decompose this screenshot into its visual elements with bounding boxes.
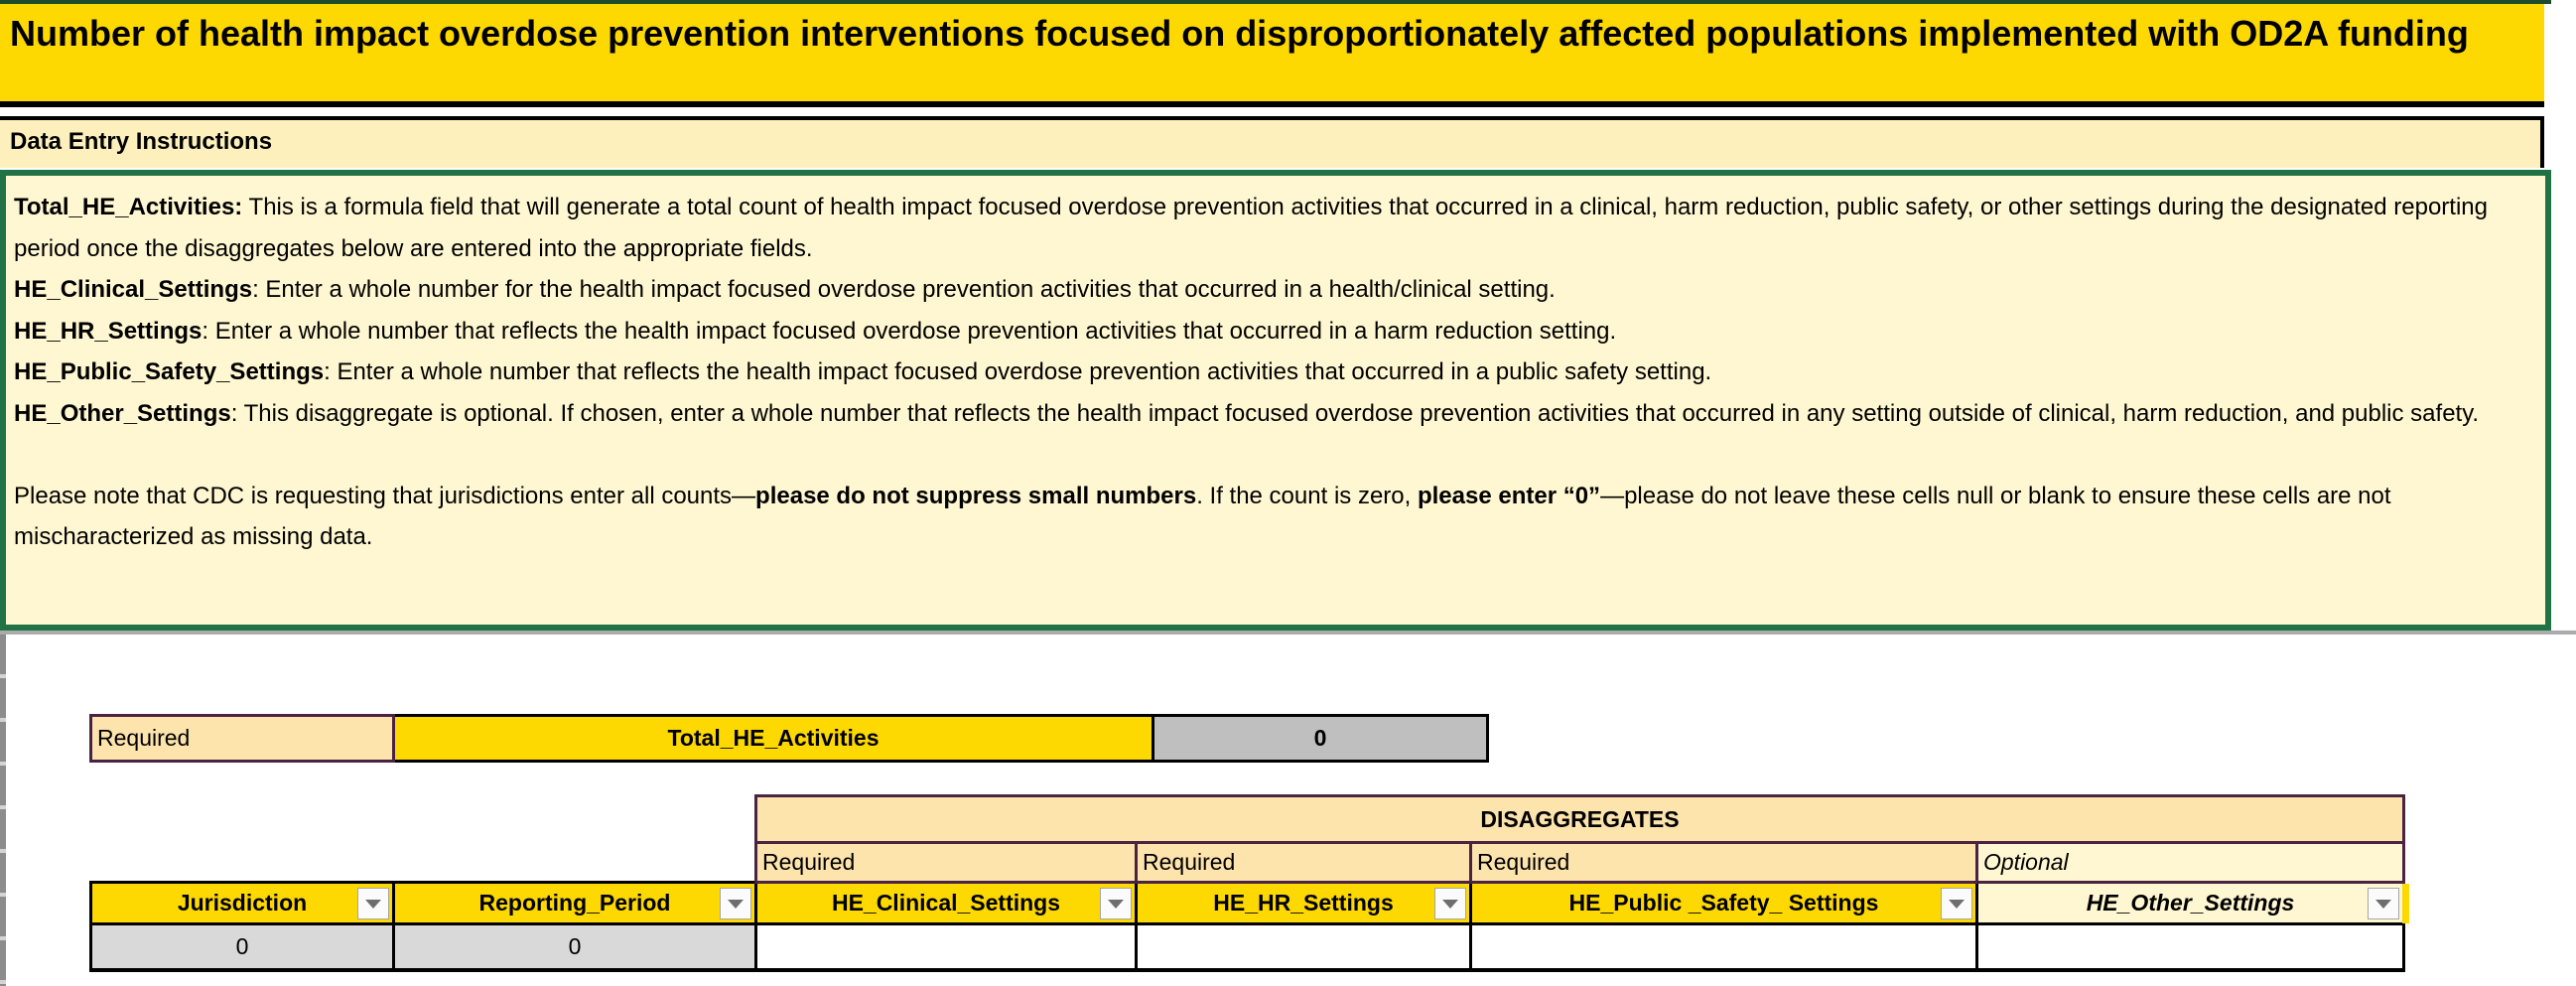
total-he-activities-value[interactable]: 0 xyxy=(1152,714,1489,763)
filter-dropdown-button[interactable] xyxy=(720,888,751,919)
chevron-down-icon xyxy=(1108,899,1124,909)
chevron-down-icon xyxy=(2375,899,2391,909)
note-segment-bold: please do not suppress small numbers xyxy=(755,482,1197,509)
requirement-label-hr: Required xyxy=(1135,841,1472,884)
field-description: : This disaggregate is optional. If chos… xyxy=(230,399,2480,427)
instruction-field-definition: HE_Other_Settings: This disaggregate is … xyxy=(14,393,2533,435)
chevron-down-icon xyxy=(1442,899,1458,909)
column-header-label: HE_Clinical_Settings xyxy=(831,890,1061,916)
filter-dropdown-button[interactable] xyxy=(1434,888,1466,919)
field-description: : Enter a whole number that reflects the… xyxy=(324,358,1712,385)
disaggregates-header-row: DISAGGREGATES xyxy=(91,794,2405,844)
column-header-label: HE_Other_Settings xyxy=(2086,890,2295,916)
empty-cell xyxy=(394,796,756,843)
requirement-label-public-safety: Required xyxy=(1469,841,1978,884)
data-entry-table: DISAGGREGATES Required Required Required… xyxy=(89,794,2405,972)
column-header-he-other-settings: HE_Other_Settings xyxy=(1975,881,2405,925)
field-description: : Enter a whole number for the health im… xyxy=(252,276,1556,303)
cell-he-other-settings[interactable] xyxy=(1975,922,2405,972)
chevron-down-icon xyxy=(728,899,744,909)
cell-he-hr-settings[interactable] xyxy=(1135,922,1472,972)
sheet-top-border xyxy=(0,0,2551,4)
cell-reporting-period[interactable]: 0 xyxy=(392,922,757,972)
field-name: HE_Other_Settings xyxy=(14,399,231,427)
instruction-field-definition: Total_HE_Activities: This is a formula f… xyxy=(14,187,2533,269)
column-header-he-clinical-settings: HE_Clinical_Settings xyxy=(754,881,1138,925)
column-header-jurisdiction: Jurisdiction xyxy=(89,881,395,925)
row-header-strip xyxy=(0,634,6,986)
filter-dropdown-button[interactable] xyxy=(1100,888,1132,919)
field-name: Total_HE_Activities: xyxy=(14,194,243,220)
total-summary-row: Required Total_HE_Activities 0 xyxy=(89,714,1489,763)
field-name: HE_Clinical_Settings xyxy=(14,276,253,303)
column-header-label: Jurisdiction xyxy=(177,890,308,916)
requirement-label-clinical: Required xyxy=(754,841,1138,884)
field-description: This is a formula field that will genera… xyxy=(14,194,2488,262)
field-name: HE_Public_Safety_Settings xyxy=(14,358,325,385)
required-badge: Required xyxy=(89,714,395,763)
data-entry-row: 0 0 xyxy=(89,922,2405,972)
filter-dropdown-button[interactable] xyxy=(1941,888,1972,919)
blank-line xyxy=(14,434,2533,476)
requirement-label-other: Optional xyxy=(1975,841,2405,884)
instruction-field-definition: HE_HR_Settings: Enter a whole number tha… xyxy=(14,311,2533,352)
note-segment: —please do not leave these cells null or… xyxy=(14,482,2391,551)
requirement-row: Required Required Required Optional xyxy=(91,841,2405,884)
disaggregates-header: DISAGGREGATES xyxy=(754,794,2405,844)
filter-dropdown-button[interactable] xyxy=(2368,888,2399,919)
header-row-right-sliver xyxy=(2402,884,2409,923)
cell-jurisdiction[interactable]: 0 xyxy=(89,922,395,972)
instructions-box: Total_HE_Activities: This is a formula f… xyxy=(0,170,2551,631)
instruction-field-definition: HE_Public_Safety_Settings: Enter a whole… xyxy=(14,352,2533,393)
empty-cell xyxy=(91,796,394,843)
empty-cell xyxy=(394,843,756,883)
instruction-field-definition: HE_Clinical_Settings: Enter a whole numb… xyxy=(14,269,2533,311)
cell-he-clinical-settings[interactable] xyxy=(754,922,1138,972)
column-header-he-hr-settings: HE_HR_Settings xyxy=(1135,881,1472,925)
column-header-label: HE_Public _Safety_ Settings xyxy=(1568,890,1879,916)
column-header-he-public-safety-settings: HE_Public _Safety_ Settings xyxy=(1469,881,1978,925)
field-description: : Enter a whole number that reflects the… xyxy=(202,317,1617,345)
note-segment: Please note that CDC is requesting that … xyxy=(14,482,756,509)
cell-he-public-safety-settings[interactable] xyxy=(1469,922,1978,972)
instruction-note: Please note that CDC is requesting that … xyxy=(14,476,2533,558)
field-name: HE_HR_Settings xyxy=(14,317,203,345)
column-header-reporting-period: Reporting_Period xyxy=(392,881,757,925)
column-header-row: Jurisdiction Reporting_Period HE_Clinica… xyxy=(89,881,2405,925)
empty-cell xyxy=(91,843,394,883)
page-title: Number of health impact overdose prevent… xyxy=(0,4,2544,107)
total-he-activities-label: Total_HE_Activities xyxy=(392,714,1154,763)
chevron-down-icon xyxy=(1949,899,1965,909)
filter-dropdown-button[interactable] xyxy=(357,888,389,919)
instructions-section-header: Data Entry Instructions xyxy=(0,116,2544,168)
note-segment-bold: please enter “0” xyxy=(1417,482,1601,509)
column-header-label: HE_HR_Settings xyxy=(1213,890,1394,916)
column-header-label: Reporting_Period xyxy=(478,890,671,916)
chevron-down-icon xyxy=(365,899,381,909)
note-segment: . If the count is zero, xyxy=(1196,482,1418,509)
instructions-box-shadow xyxy=(0,631,2576,634)
